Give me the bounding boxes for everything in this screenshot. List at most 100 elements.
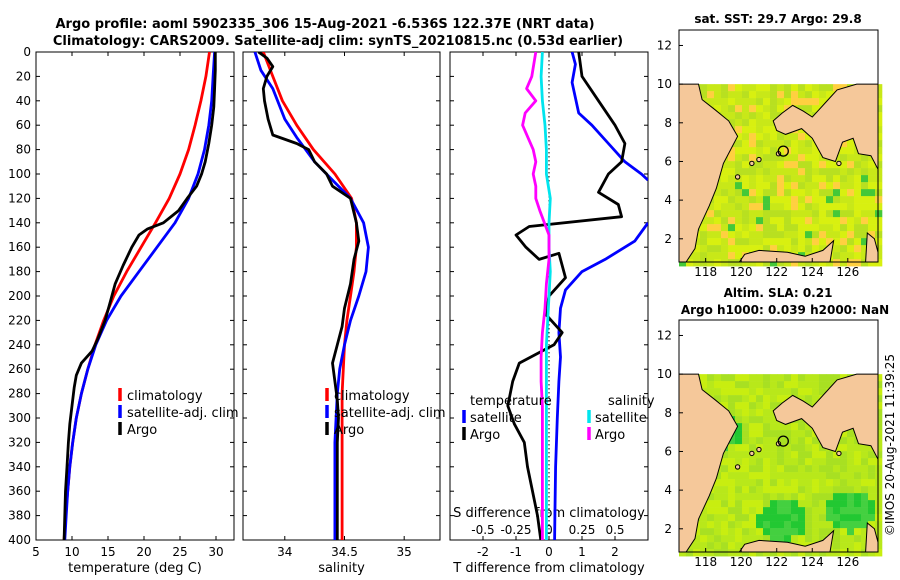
depth-tick-label: 220 [8, 313, 31, 327]
map-ytick-label: 10 [657, 77, 672, 91]
map-xtick-label: 118 [694, 555, 717, 569]
legend-t-label-sat: satellite [470, 411, 522, 426]
depth-tick-label: 0 [23, 45, 31, 59]
sst-map-panel: sat. SST: 29.7 Argo: 29.8 118 120 122 124 12… [657, 12, 883, 279]
series-line-temperature-argo [506, 52, 627, 540]
differences-xtick-label: -1 [510, 545, 522, 559]
legend-label-clim: climatology [334, 389, 410, 404]
salinity-xtick-label: 34 [277, 545, 292, 559]
depth-tick-label: 360 [8, 484, 31, 498]
island [836, 160, 842, 167]
map-ytick-label: 6 [664, 154, 672, 168]
map-ytick-label: 10 [657, 367, 672, 381]
map-ytick-label: 4 [664, 193, 672, 207]
salinity-xtick-label: 35 [397, 545, 412, 559]
depth-tick-label: 300 [8, 411, 31, 425]
land-mass [772, 83, 879, 170]
temperature-xtick-label: 10 [64, 545, 79, 559]
sla-map-panel: Altim. SLA: 0.21 Argo h1000: 0.039 h2000… [657, 286, 889, 569]
island [734, 464, 741, 470]
series-line-salinity-satellite [539, 52, 552, 540]
series-line-argo [62, 52, 217, 540]
series-line-temperature-satellite [570, 52, 648, 182]
legend-t-title: temperature [470, 394, 552, 409]
differences-xlabel: T difference from climatology [452, 561, 645, 576]
series-line-satellite-adj-clim [63, 52, 216, 540]
map-xtick-label: 120 [730, 265, 753, 279]
differences-s-tick-label: 0 [545, 523, 553, 537]
depth-tick-label: 200 [8, 289, 31, 303]
series-line-temperature-satellite-lower- [553, 221, 648, 540]
map-ytick-label: 8 [664, 406, 672, 420]
temperature-xtick-label: 15 [100, 545, 115, 559]
island [756, 156, 762, 163]
legend-s-label-argo_s: Argo [595, 428, 625, 443]
sla-map-title-line2: Argo h1000: 0.039 h2000: NaN [681, 303, 889, 317]
depth-tick-label: 340 [8, 460, 31, 474]
temperature-xtick-label: 5 [32, 545, 40, 559]
map-frame [678, 29, 879, 263]
legend-label-sat: satellite-adj. clim [334, 406, 446, 421]
header-line1: Argo profile: aoml 5902335_306 15-Aug-20… [55, 17, 594, 32]
map-xtick-label: 122 [765, 265, 788, 279]
land-mass [738, 239, 835, 263]
depth-tick-label: 400 [8, 533, 31, 547]
legend-label-argo: Argo [334, 423, 364, 438]
depth-tick-label: 120 [8, 191, 31, 205]
legend-label-clim: climatology [127, 389, 203, 404]
series-line-argo [257, 52, 361, 540]
map-ytick-label: 12 [657, 328, 672, 342]
depth-tick-label: 140 [8, 216, 31, 230]
depth-tick-label: 320 [8, 435, 31, 449]
depth-tick-label: 80 [16, 143, 31, 157]
legend-t-label-argo: Argo [470, 428, 500, 443]
map-ytick-label: 2 [664, 232, 672, 246]
differences-xtick-label: 1 [578, 545, 586, 559]
depth-tick-label: 240 [8, 338, 31, 352]
map-ytick-label: 4 [664, 483, 672, 497]
argo-location-marker [777, 435, 789, 447]
differences-s-tick-label: -0.5 [471, 523, 494, 537]
map-xtick-label: 124 [801, 265, 824, 279]
depth-tick-label: 160 [8, 240, 31, 254]
argo-location-marker [777, 145, 789, 157]
map-ytick-label: 2 [664, 522, 672, 536]
sla-map-title-line1: Altim. SLA: 0.21 [724, 286, 833, 300]
salinity-xlabel: salinity [318, 561, 365, 576]
legend-s-title: salinity [608, 394, 655, 409]
island [836, 450, 842, 457]
series-line-salinity-argo [521, 52, 551, 540]
salinity-profile-panel: 34 34.5 35 salinity climatology satellite-adj… [242, 51, 446, 576]
depth-tick-label: 100 [8, 167, 31, 181]
map-ytick-label: 12 [657, 38, 672, 52]
imos-credit: ©IMOS 20-Aug-2021 11:39:25 [883, 354, 897, 536]
land-mass [678, 373, 739, 553]
temperature-xtick-label: 20 [136, 545, 151, 559]
depth-tick-label: 40 [16, 94, 31, 108]
temperature-xlabel: temperature (deg C) [68, 561, 202, 576]
temperature-profile-panel: 0 20 40 60 80 100 120 140 160 180 200 220 240 260 280 3… [8, 45, 239, 576]
series-line-satellite-adj-clim [253, 52, 370, 540]
legend-label-argo: Argo [127, 423, 157, 438]
differences-s-tick-label: 0.5 [605, 523, 624, 537]
map-xtick-label: 126 [836, 265, 859, 279]
map-ytick-label: 8 [664, 116, 672, 130]
map-sea-field [679, 374, 883, 557]
depth-tick-label: 20 [16, 69, 31, 83]
island [756, 446, 762, 453]
differences-xtick-label: 2 [611, 545, 619, 559]
temperature-xtick-label: 30 [208, 545, 223, 559]
island [749, 450, 755, 457]
differences-xtick-label: -2 [477, 545, 489, 559]
island [734, 174, 741, 180]
depth-tick-label: 180 [8, 265, 31, 279]
map-xtick-label: 122 [765, 555, 788, 569]
depth-tick-label: 60 [16, 118, 31, 132]
depth-tick-label: 280 [8, 387, 31, 401]
depth-tick-label: 380 [8, 509, 31, 523]
land-mass [738, 529, 835, 553]
depth-tick-label: 260 [8, 362, 31, 376]
sst-map-title: sat. SST: 29.7 Argo: 29.8 [694, 12, 861, 26]
